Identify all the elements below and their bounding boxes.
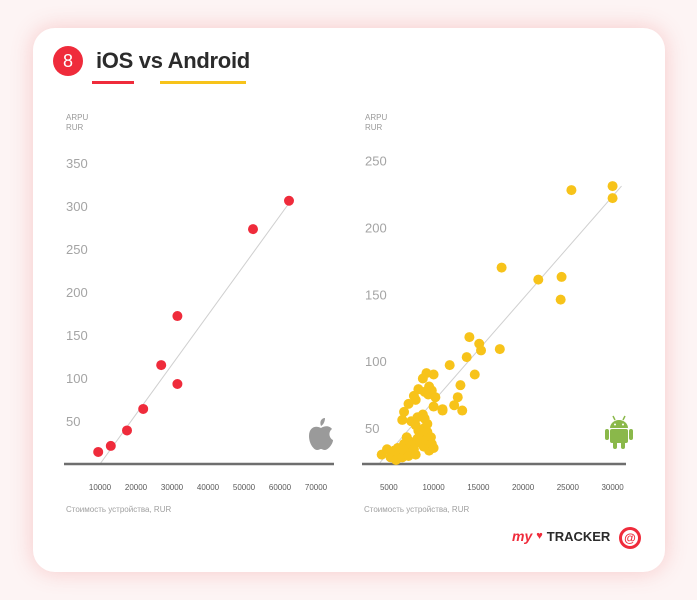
data-point bbox=[93, 446, 104, 457]
x-tick-label: 60000 bbox=[269, 483, 292, 492]
data-point bbox=[284, 195, 294, 206]
mail-at-logo: @ bbox=[619, 527, 641, 549]
y-tick-label: 350 bbox=[66, 156, 88, 171]
data-point bbox=[172, 311, 183, 322]
data-point bbox=[428, 401, 439, 412]
y-tick-label: 50 bbox=[66, 414, 80, 429]
x-tick-label: 40000 bbox=[197, 483, 220, 492]
y-tick-label: 200 bbox=[365, 220, 387, 235]
data-point bbox=[138, 403, 149, 414]
y-axis-unit: RUR bbox=[66, 123, 84, 132]
data-point bbox=[469, 369, 480, 380]
data-point bbox=[476, 345, 487, 356]
mytracker-logo-name: TRACKER bbox=[546, 528, 611, 544]
trend-line bbox=[99, 200, 292, 465]
data-point bbox=[452, 392, 463, 403]
mytracker-logo-my: my bbox=[512, 528, 533, 544]
data-point bbox=[156, 360, 167, 371]
data-point bbox=[449, 400, 460, 411]
data-point bbox=[413, 384, 424, 395]
ios-color-underline bbox=[92, 81, 134, 84]
x-tick-label: 20000 bbox=[125, 483, 148, 492]
x-axis-title: Стоимость устройства, RUR bbox=[364, 505, 469, 514]
chart-title: iOS vs Android bbox=[96, 48, 250, 73]
android-color-underline bbox=[160, 81, 246, 84]
y-tick-label: 100 bbox=[365, 354, 387, 369]
data-point bbox=[494, 344, 505, 355]
apple-icon bbox=[309, 418, 333, 450]
y-tick-label: 300 bbox=[66, 199, 88, 214]
x-tick-label: 10000 bbox=[422, 483, 445, 492]
x-tick-label: 5000 bbox=[380, 483, 398, 492]
data-point bbox=[422, 418, 433, 429]
x-tick-label: 20000 bbox=[512, 483, 535, 492]
x-tick-label: 30000 bbox=[601, 483, 624, 492]
x-tick-label: 25000 bbox=[557, 483, 580, 492]
data-point bbox=[444, 360, 455, 371]
slide-number-badge: 8 bbox=[53, 46, 83, 76]
y-axis-unit: RUR bbox=[365, 123, 383, 132]
y-tick-label: 200 bbox=[66, 285, 88, 300]
x-tick-label: 70000 bbox=[305, 483, 328, 492]
data-point bbox=[428, 369, 439, 380]
data-point bbox=[430, 392, 441, 403]
data-point bbox=[397, 414, 408, 425]
y-tick-label: 100 bbox=[66, 371, 88, 386]
x-tick-label: 50000 bbox=[233, 483, 256, 492]
heart-icon: ♥ bbox=[536, 530, 543, 542]
data-point bbox=[461, 352, 472, 363]
data-point bbox=[607, 193, 618, 204]
data-point bbox=[403, 398, 414, 409]
data-point bbox=[455, 380, 466, 391]
y-tick-label: 150 bbox=[66, 328, 88, 343]
y-tick-label: 50 bbox=[365, 421, 379, 436]
data-point bbox=[555, 294, 566, 305]
data-point bbox=[428, 442, 439, 453]
android-icon bbox=[605, 415, 633, 449]
x-tick-label: 30000 bbox=[161, 483, 184, 492]
mytracker-logo: my ♥ TRACKER bbox=[512, 528, 610, 544]
data-point bbox=[410, 420, 421, 431]
data-point bbox=[607, 181, 618, 192]
data-point bbox=[533, 274, 544, 285]
y-tick-label: 250 bbox=[365, 154, 387, 169]
data-point bbox=[457, 405, 468, 416]
data-point bbox=[464, 332, 475, 343]
data-point bbox=[496, 262, 507, 273]
data-point bbox=[172, 378, 183, 389]
y-axis-title: ARPU bbox=[365, 113, 387, 122]
data-point bbox=[410, 449, 421, 460]
data-point bbox=[122, 425, 132, 436]
x-axis-title: Стоимость устройства, RUR bbox=[66, 505, 171, 514]
y-tick-label: 150 bbox=[365, 287, 387, 302]
data-point bbox=[105, 440, 116, 451]
data-point bbox=[248, 224, 258, 235]
data-point bbox=[566, 185, 577, 196]
data-point bbox=[399, 406, 410, 417]
data-point bbox=[437, 404, 448, 415]
y-tick-label: 250 bbox=[66, 242, 88, 257]
x-tick-label: 10000 bbox=[89, 483, 112, 492]
x-tick-label: 15000 bbox=[467, 483, 490, 492]
y-axis-title: ARPU bbox=[66, 113, 88, 122]
data-point bbox=[556, 271, 567, 282]
